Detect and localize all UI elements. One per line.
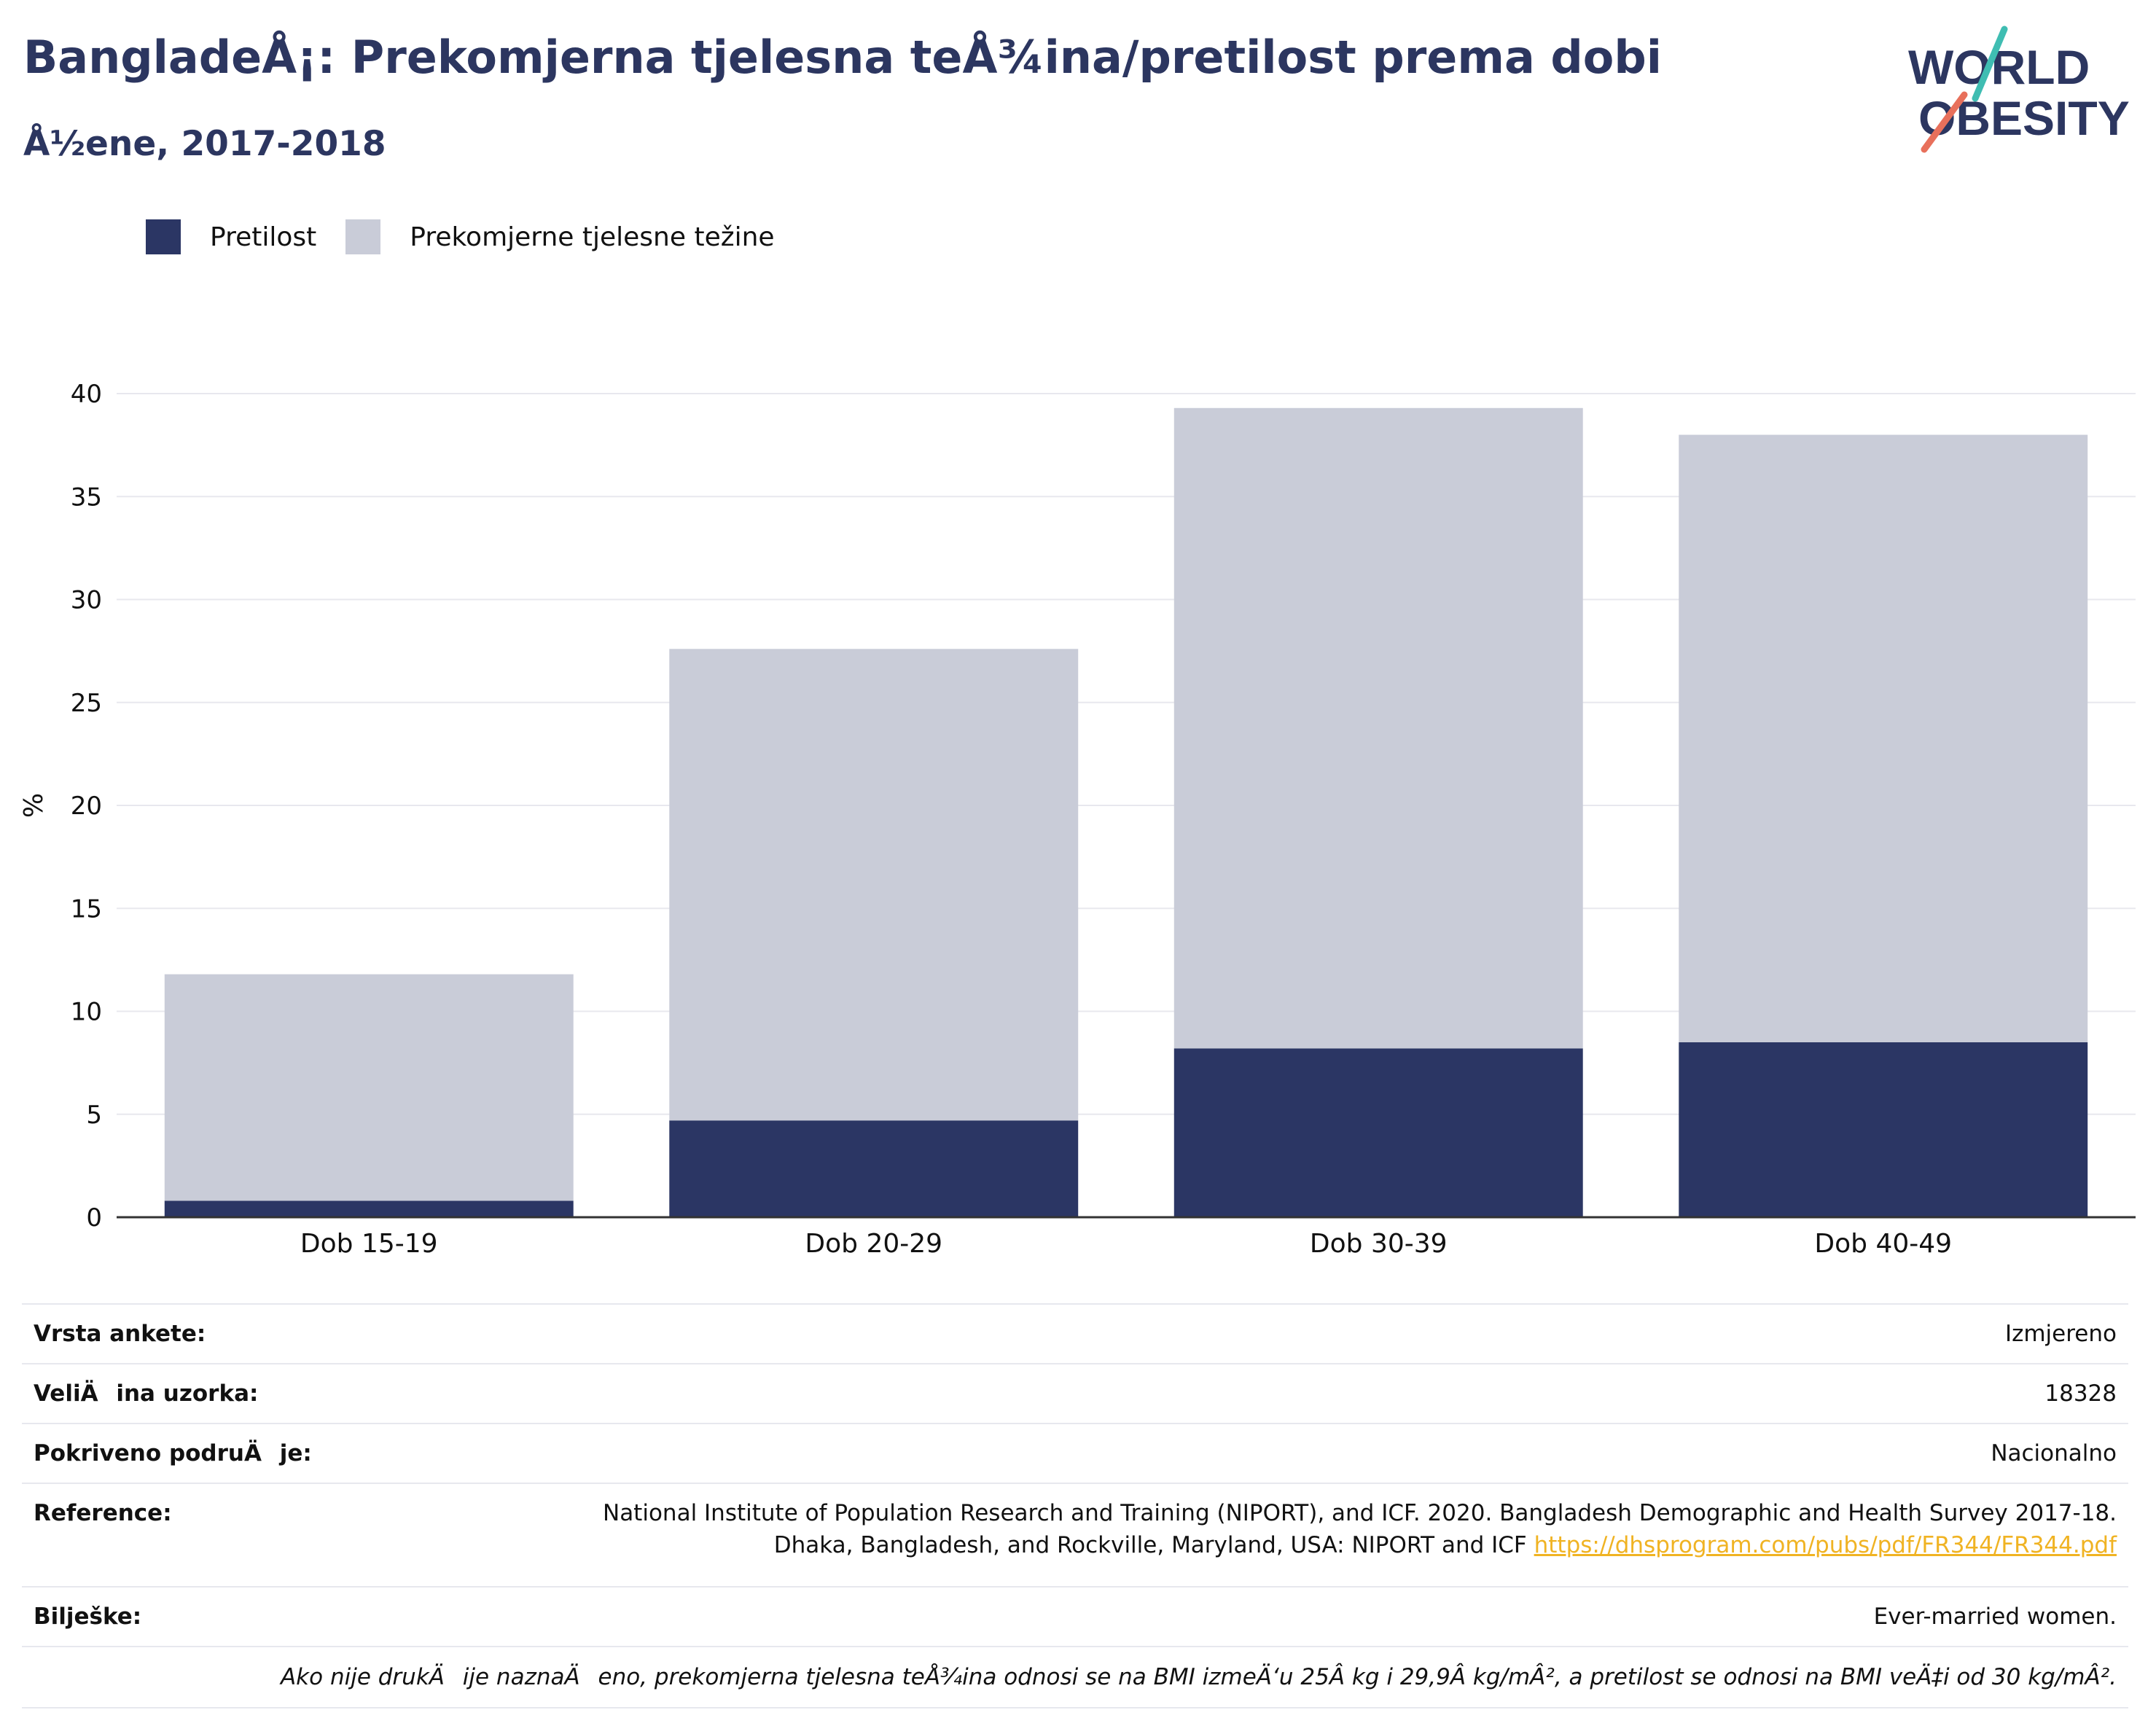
coverage-row: Pokriveno podruÄje: Nacionalno: [22, 1423, 2128, 1483]
y-tick-label: 40: [71, 380, 102, 409]
chart-legend: Pretilost Prekomjerne tjelesne težine: [146, 219, 804, 255]
reference-label: Reference:: [34, 1500, 172, 1526]
x-tick-label: Dob 15-19: [300, 1229, 438, 1259]
chart-title: BangladeÅ¡: Prekomjerna tjelesna teÅ¾ina…: [23, 31, 1662, 84]
legend-label-overweight: Prekomjerne tjelesne težine: [410, 222, 775, 252]
y-tick-labels: 0 5 10 15 20 25 30 35 40: [71, 380, 102, 1233]
reference-line-2: Dhaka, Bangladesh, and Rockville, Maryla…: [773, 1532, 1527, 1558]
x-tick-label: Dob 40-49: [1814, 1229, 1952, 1259]
bar-overweight: [669, 649, 1079, 1121]
reference-row: Reference: National Institute of Populat…: [22, 1483, 2128, 1587]
legend-label-obesity: Pretilost: [210, 222, 317, 252]
y-tick-label: 20: [71, 792, 102, 821]
logo-word-obesity: OBESITY: [1918, 91, 2130, 145]
bar-obesity: [1679, 1042, 2088, 1217]
survey-info-table: Vrsta ankete: Izmjereno VeliÄina uzorka…: [22, 1303, 2128, 1708]
legend-swatch-obesity: [146, 219, 181, 254]
bar-overweight: [1679, 434, 2088, 1042]
notes-label: Bilješke:: [34, 1604, 142, 1630]
bar-chart: 0 5 10 15 20 25 30 35 40 Dob 15-19 Dob 20-29 Dob 3…: [19, 380, 2136, 1259]
bar-obesity: [164, 1200, 574, 1217]
y-tick-label: 30: [71, 586, 102, 615]
bar-overweight: [1173, 407, 1583, 1049]
footnote-row: Ako nije drukÄije naznaÄeno, prekomjer…: [22, 1647, 2128, 1708]
sample-size-row: VeliÄina uzorka: 18328: [22, 1364, 2128, 1423]
y-tick-label: 5: [86, 1101, 102, 1130]
survey-type-label: Vrsta ankete:: [34, 1321, 206, 1347]
legend-item-overweight: Prekomjerne tjelesne težine: [345, 219, 775, 254]
logo-slash-teal: [1972, 26, 2008, 102]
bars: [164, 407, 2088, 1217]
y-tick-label: 25: [71, 689, 102, 718]
x-tick-label: Dob 20-29: [805, 1229, 942, 1259]
y-tick-label: 0: [86, 1203, 102, 1233]
survey-type-row: Vrsta ankete: Izmjereno: [22, 1304, 2128, 1364]
notes-value: Ever-married women.: [1873, 1604, 2117, 1630]
reference-link[interactable]: https://dhsprogram.com/pubs/pdf/FR344/FR…: [1534, 1532, 2117, 1558]
notes-row: Bilješke: Ever-married women.: [22, 1587, 2128, 1647]
legend-item-obesity: Pretilost: [146, 219, 316, 254]
x-tick-label: Dob 30-39: [1310, 1229, 1448, 1259]
reference-line-1: National Institute of Population Researc…: [603, 1500, 2117, 1526]
x-tick-labels: Dob 15-19 Dob 20-29 Dob 30-39 Dob 40-49: [300, 1229, 1952, 1259]
bar-obesity: [669, 1120, 1079, 1217]
sample-size-label: VeliÄina uzorka:: [34, 1380, 259, 1407]
coverage-value: Nacionalno: [1991, 1440, 2117, 1467]
bar-overweight: [164, 974, 574, 1201]
chart-subtitle: Å½ene, 2017-2018: [23, 124, 386, 164]
bar-obesity: [1173, 1048, 1583, 1217]
sample-size-value: 18328: [2044, 1380, 2117, 1407]
legend-swatch-overweight: [345, 219, 381, 254]
y-tick-label: 10: [71, 998, 102, 1027]
y-tick-label: 35: [71, 483, 102, 512]
world-obesity-logo: WORLD OBESITY: [1908, 26, 2130, 153]
footnote: Ako nije drukÄije naznaÄeno, prekomjer…: [280, 1664, 2117, 1690]
coverage-label: Pokriveno podruÄje:: [34, 1440, 312, 1467]
logo-slash-coral: [1921, 91, 1968, 153]
y-tick-label: 15: [71, 894, 102, 923]
survey-type-value: Izmjereno: [2004, 1321, 2117, 1347]
y-axis-label: %: [19, 793, 49, 818]
reference-value: National Institute of Population Researc…: [367, 1483, 2128, 1587]
